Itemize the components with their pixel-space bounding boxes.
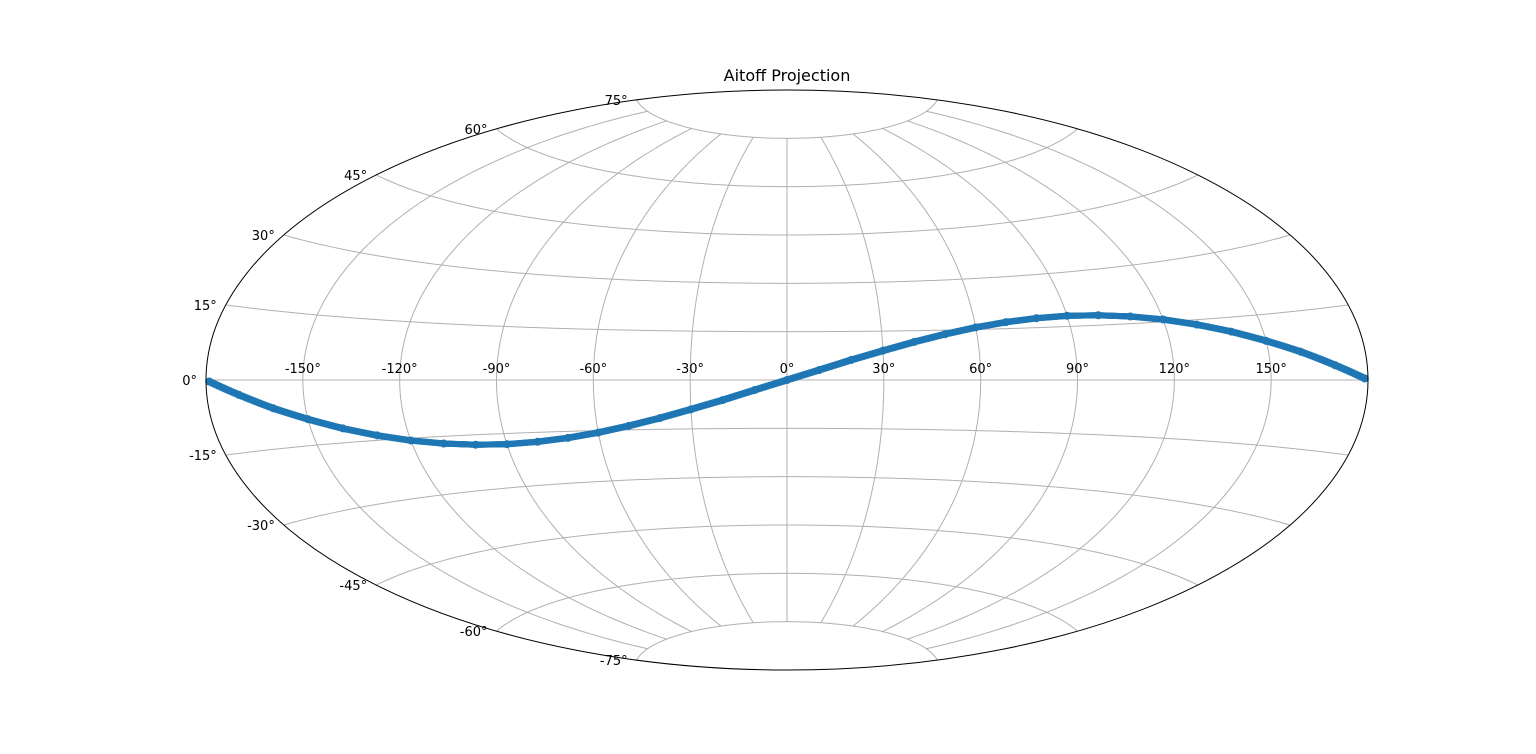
x-tick-label: 90° <box>1066 362 1089 377</box>
y-tick-label: 30° <box>252 229 275 244</box>
meridian-line <box>399 120 667 640</box>
y-tick-label: 45° <box>344 169 367 184</box>
x-tick-label: -150° <box>285 362 321 377</box>
x-tick-label: 120° <box>1159 362 1190 377</box>
meridian-line <box>820 136 885 624</box>
data-series <box>205 311 1369 449</box>
chart-title: Aitoff Projection <box>724 66 851 85</box>
meridian-line <box>495 128 692 632</box>
meridian-line <box>907 120 1175 640</box>
y-tick-label: 75° <box>605 94 628 109</box>
x-tick-label: -60° <box>579 362 607 377</box>
x-tick-label: 0° <box>780 362 795 377</box>
y-tick-label: -45° <box>339 579 367 594</box>
meridian-line <box>689 136 754 624</box>
y-tick-label: 15° <box>194 299 217 314</box>
tick-labels: -150° -120° -90° -60° -30° 0° 30° 60° 90° 120° 150… <box>182 94 1287 669</box>
x-tick-label: 30° <box>872 362 895 377</box>
meridian-line <box>852 133 982 627</box>
y-tick-label: -60° <box>460 625 488 640</box>
parallel-line <box>636 621 938 661</box>
meridian-line <box>926 110 1272 650</box>
y-tick-label: 0° <box>182 374 197 389</box>
meridian-line <box>302 110 648 650</box>
y-tick-label: -30° <box>247 519 275 534</box>
x-tick-label: 150° <box>1256 362 1287 377</box>
x-tick-label: -30° <box>676 362 704 377</box>
data-point <box>1360 374 1369 383</box>
y-tick-label: -75° <box>600 654 628 669</box>
parallel-line <box>636 99 938 139</box>
projection-boundary <box>205 89 1369 671</box>
x-tick-label: -90° <box>483 362 511 377</box>
x-tick-label: -120° <box>382 362 418 377</box>
plot-frame <box>205 89 1369 671</box>
y-tick-label: -15° <box>189 449 217 464</box>
y-tick-label: 60° <box>464 123 487 138</box>
x-tick-label: 60° <box>969 362 992 377</box>
meridian-line <box>592 133 722 627</box>
meridian-line <box>882 128 1079 632</box>
